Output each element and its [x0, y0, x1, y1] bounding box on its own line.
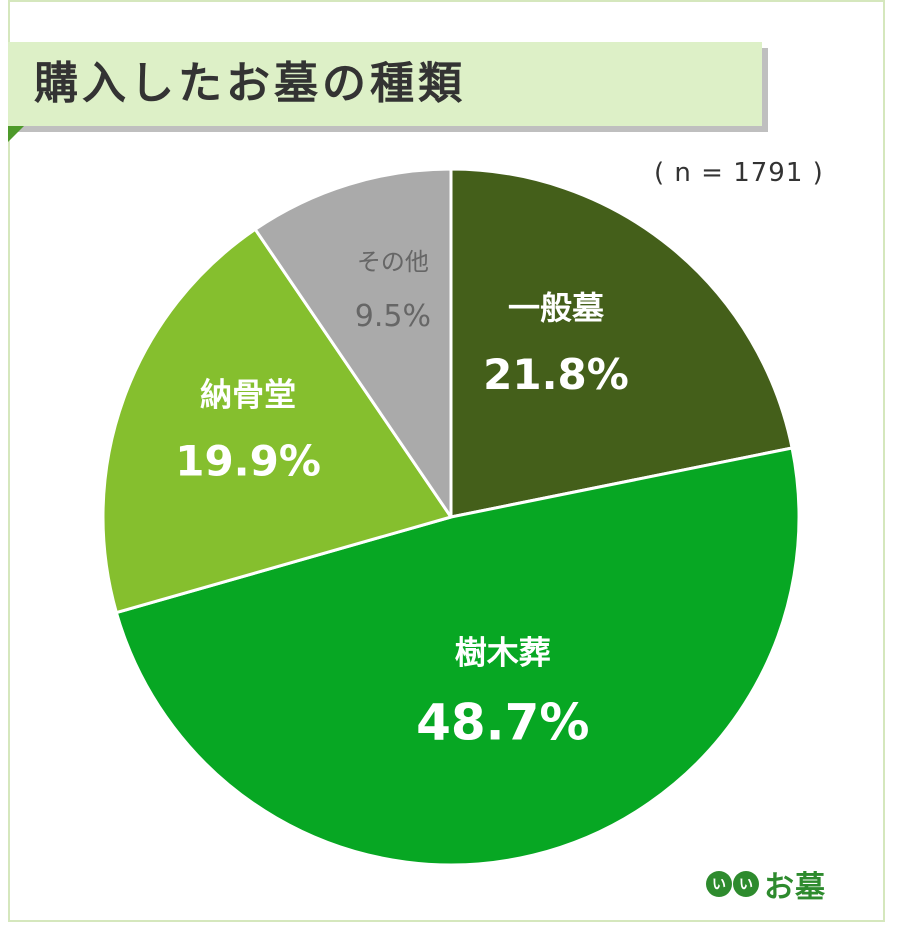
chart-title: 購入したお墓の種類	[34, 58, 466, 109]
sample-size-label: ( n = 1791 )	[654, 158, 824, 188]
slice-label: 納骨堂	[200, 376, 296, 414]
pie-slices	[101, 167, 801, 867]
slice-label: 樹木葬	[455, 633, 551, 671]
slice-value: 21.8%	[483, 350, 629, 399]
brand-name: お墓	[764, 870, 826, 905]
title-banner-fold	[8, 126, 24, 142]
slice-label: 一般墓	[508, 289, 605, 327]
brand-badge: い い	[706, 871, 760, 897]
brand-badge-char: い	[706, 871, 732, 897]
slice-value: 9.5%	[355, 299, 431, 334]
slice-value: 48.7%	[416, 693, 589, 751]
slice-value: 19.9%	[175, 437, 321, 486]
slice-label: その他	[357, 248, 429, 276]
brand-badge-char: い	[733, 871, 759, 897]
title-banner	[8, 42, 762, 126]
brand-logo: い い お墓	[706, 860, 826, 908]
pie-labels: 一般墓 21.8% 樹木葬 48.7% 納骨堂 19.9% その他 9.5%	[175, 248, 629, 751]
pie-slice-1	[449, 167, 794, 519]
pie-slice-3	[101, 227, 453, 615]
pie-slice-4	[253, 167, 453, 519]
chart-frame	[8, 0, 885, 922]
pie-slice-2	[114, 446, 801, 867]
